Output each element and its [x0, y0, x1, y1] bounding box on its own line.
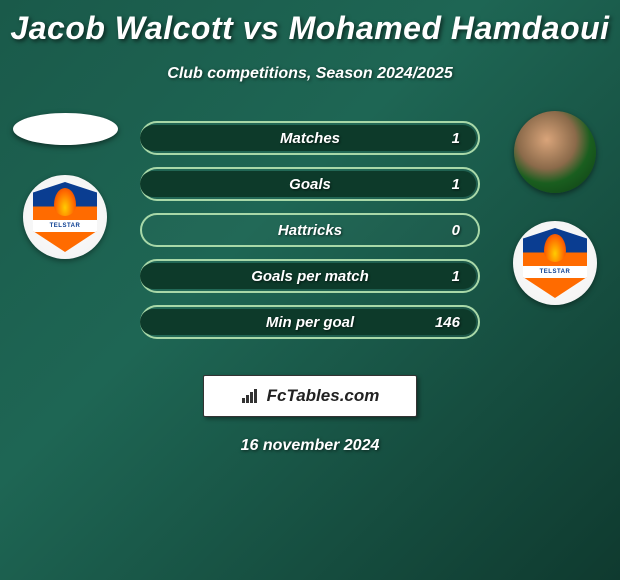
comparison-date: 16 november 2024: [0, 437, 620, 455]
player-left-club-badge: TELSTAR: [23, 175, 107, 259]
player-right-column: TELSTAR: [490, 121, 620, 305]
stat-label: Matches: [142, 130, 478, 147]
comparison-subtitle: Club competitions, Season 2024/2025: [0, 65, 620, 83]
stat-label: Goals: [142, 176, 478, 193]
club-badge-text-left: TELSTAR: [33, 220, 97, 232]
chart-icon: [241, 388, 261, 404]
stat-row: Goals 1: [140, 167, 480, 201]
stat-label: Hattricks: [142, 222, 478, 239]
comparison-title: Jacob Walcott vs Mohamed Hamdaoui: [0, 0, 620, 47]
player-right-avatar: [514, 111, 596, 193]
stat-right-value: 1: [452, 130, 460, 147]
stat-label: Goals per match: [142, 268, 478, 285]
stat-right-value: 146: [435, 314, 460, 331]
player-left-column: TELSTAR: [0, 121, 130, 259]
brand-box: FcTables.com: [203, 375, 417, 417]
stat-right-value: 0: [452, 222, 460, 239]
stat-bars: Matches 1 Goals 1 Hattricks 0 Goals per …: [140, 121, 480, 351]
stat-right-value: 1: [452, 268, 460, 285]
player-right-club-badge: TELSTAR: [513, 221, 597, 305]
stat-right-value: 1: [452, 176, 460, 193]
club-badge-text-right: TELSTAR: [523, 266, 587, 278]
comparison-body: TELSTAR TELSTAR Matches 1 Goals: [0, 121, 620, 361]
stat-row: Min per goal 146: [140, 305, 480, 339]
brand-text: FcTables.com: [267, 386, 380, 406]
player-left-avatar: [13, 113, 118, 145]
stat-row: Goals per match 1: [140, 259, 480, 293]
stat-row: Matches 1: [140, 121, 480, 155]
stat-row: Hattricks 0: [140, 213, 480, 247]
stat-label: Min per goal: [142, 314, 478, 331]
